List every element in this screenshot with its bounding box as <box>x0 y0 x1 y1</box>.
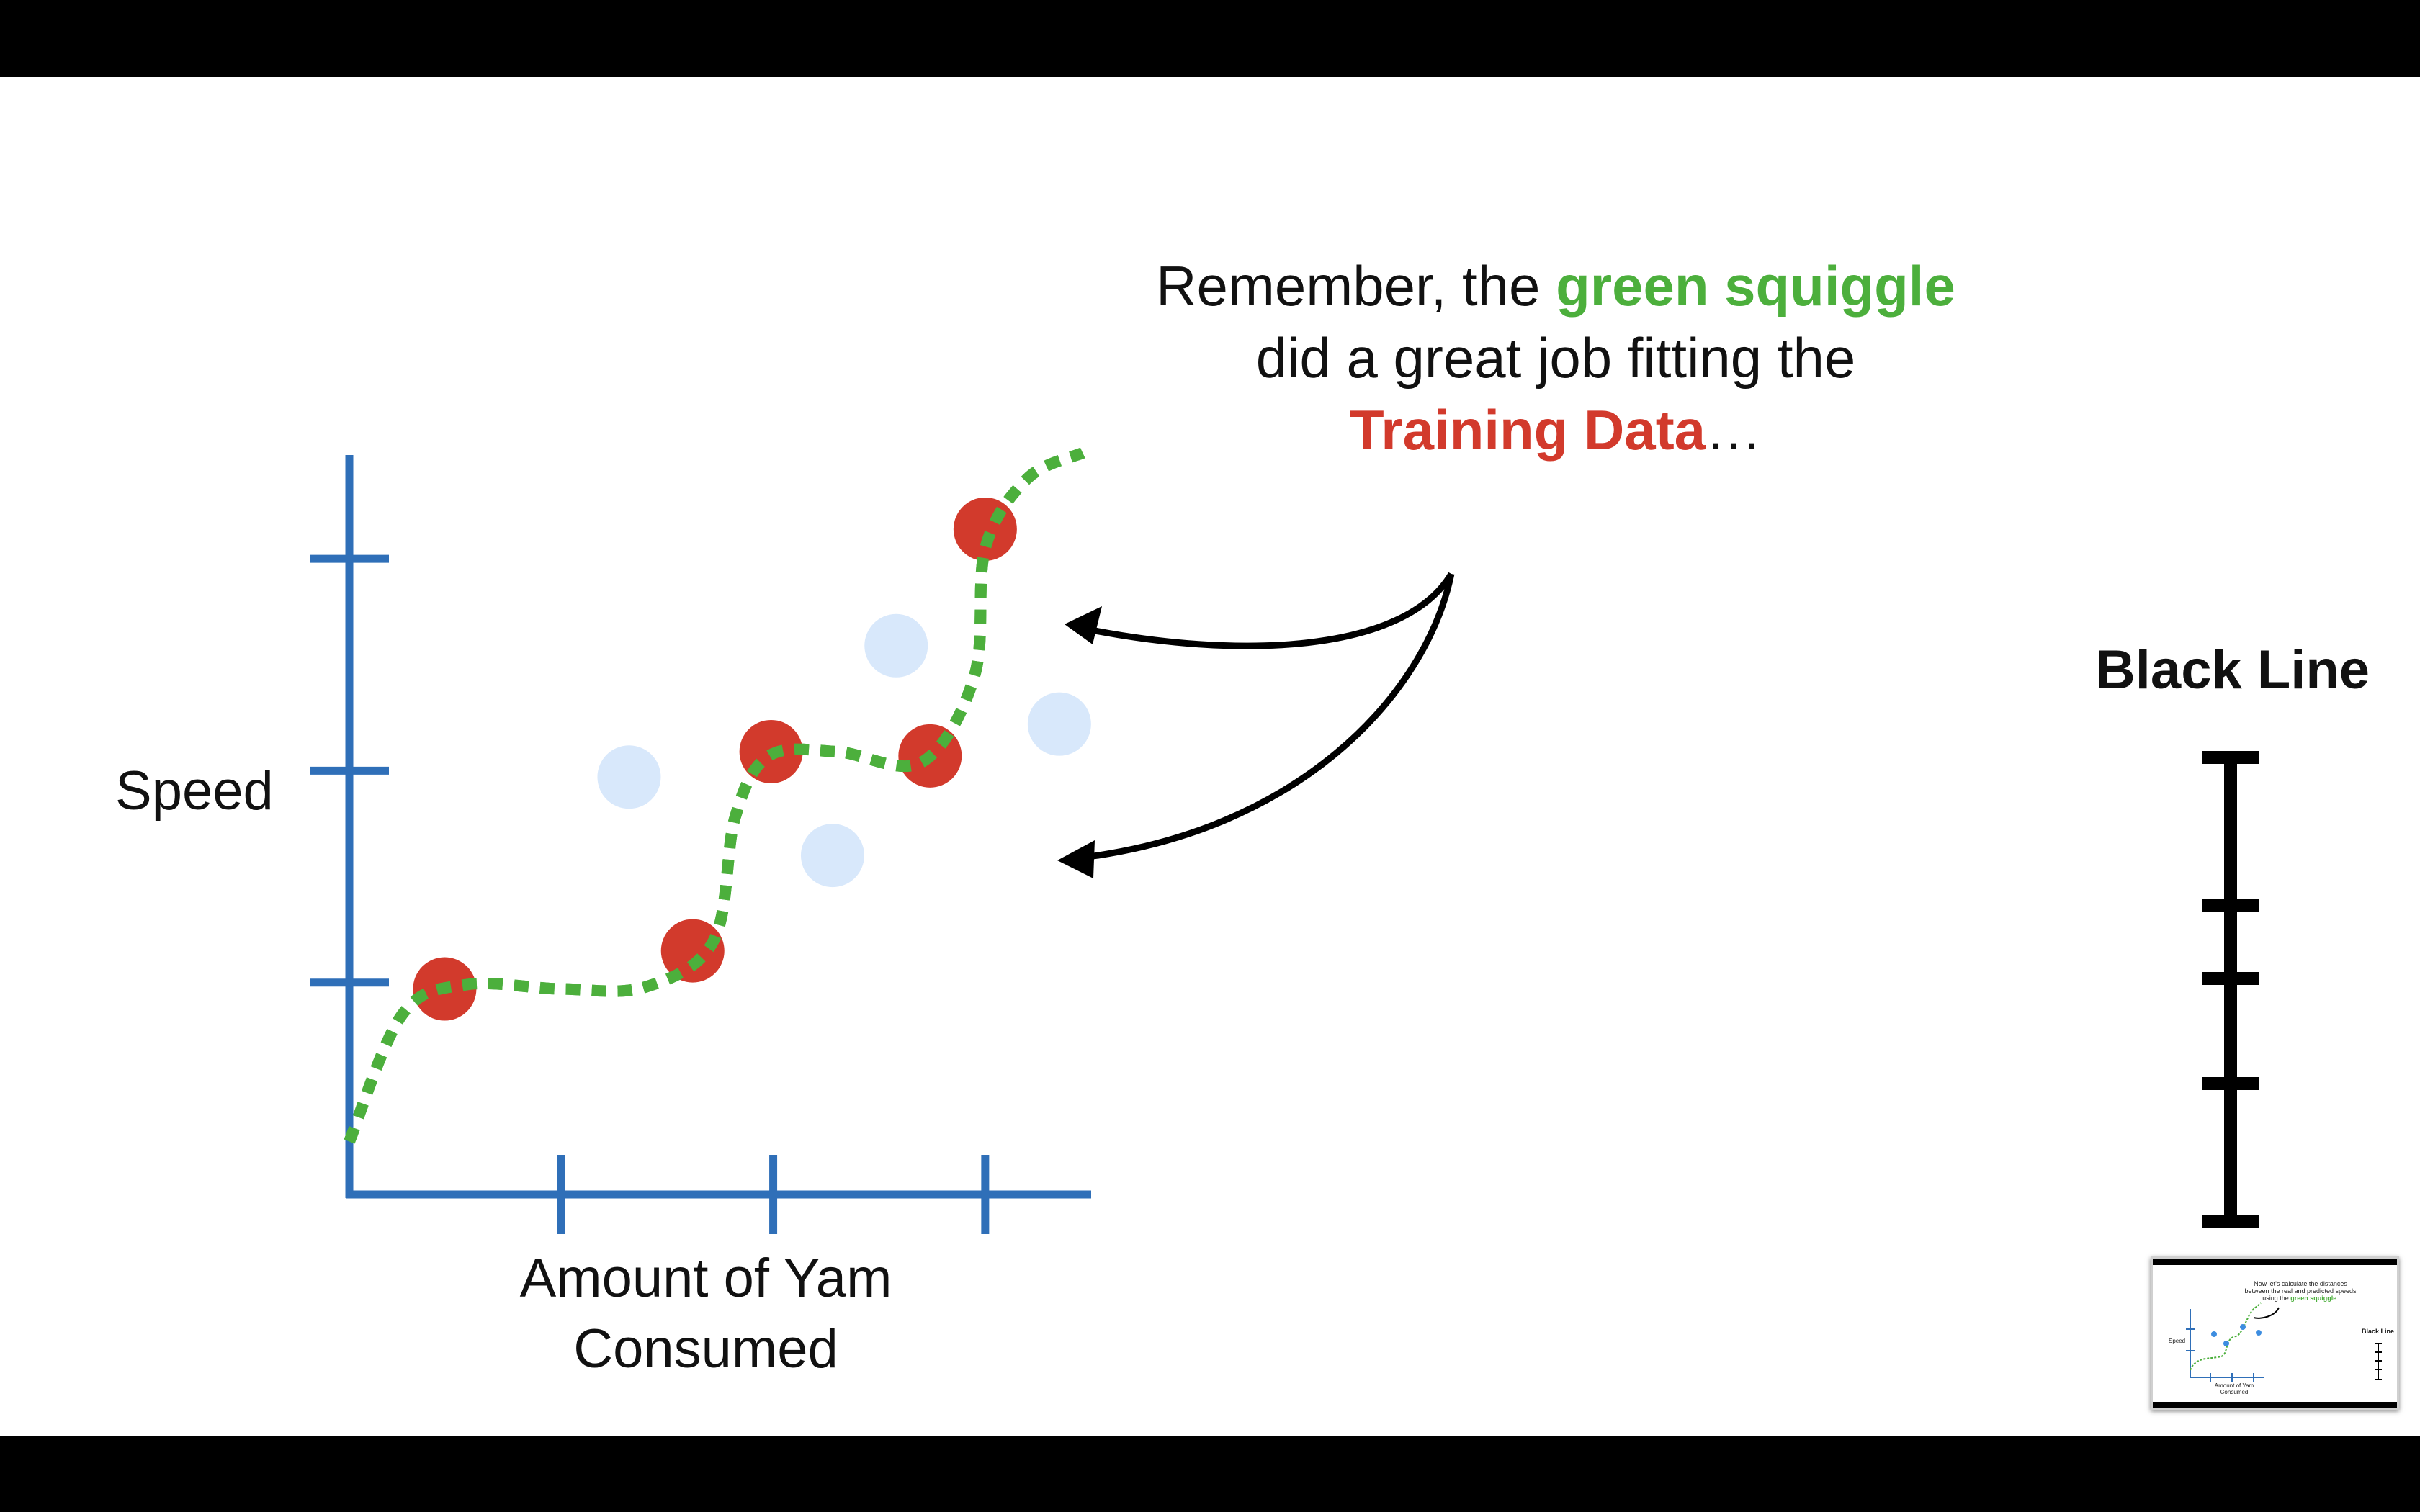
black-line-scale <box>2202 751 2259 1228</box>
chart-axes <box>310 455 1091 1234</box>
green-squiggle-highlight: green squiggle <box>1556 254 1955 318</box>
training-data-highlight: Training Data <box>1349 398 1706 462</box>
arrow-to-top-point <box>1080 572 1454 649</box>
arrow-head-lower <box>1057 840 1095 878</box>
black-line-title: Black Line <box>2095 639 2370 701</box>
thumbnail-caption-prefix: using the <box>2262 1295 2291 1302</box>
slide: Remember, the green squiggle did a great… <box>0 77 2420 1436</box>
thumbnail-caption-line-1: Now let's calculate the distances <box>2254 1280 2347 1287</box>
callout-prefix: Remember, the <box>1156 254 1556 318</box>
thumbnail-caption-highlight: green squiggle <box>2290 1295 2337 1302</box>
thumbnail-caption-line-2: between the real and predicted speeds <box>2244 1287 2357 1295</box>
thumbnail-chart <box>2186 1302 2382 1382</box>
callout-ellipsis: … <box>1706 398 1762 462</box>
testing-point <box>864 613 928 678</box>
thumbnail-x-label-line-1: Amount of Yam <box>2214 1382 2254 1389</box>
yam-speed-chart <box>310 447 2259 1234</box>
testing-points <box>597 613 1091 888</box>
training-point <box>953 497 1017 561</box>
x-axis-label-line-1: Amount of Yam <box>519 1248 892 1309</box>
testing-point <box>800 824 864 888</box>
callout-arrows <box>1057 572 1455 878</box>
arrow-to-lower-point <box>1076 573 1455 862</box>
thumbnail-caption-suffix: . <box>2336 1295 2339 1302</box>
callout-line-3: Training Data… <box>1066 394 2045 466</box>
green-squiggle-overlay <box>344 447 1085 1144</box>
thumbnail-bottom-bar <box>2153 1402 2397 1408</box>
thumbnail-x-label: Amount of Yam Consumed <box>2209 1382 2259 1395</box>
callout-line-2: did a great job fitting the <box>1255 326 1856 390</box>
thumbnail-x-label-line-2: Consumed <box>2220 1389 2249 1395</box>
thumbnail-top-bar <box>2153 1259 2397 1265</box>
next-slide-thumbnail[interactable]: Now let's calculate the distances betwee… <box>2151 1256 2399 1410</box>
thumbnail-black-line-title: Black Line <box>2362 1328 2395 1335</box>
thumbnail-caption: Now let's calculate the distances betwee… <box>2239 1280 2362 1302</box>
callout-line-1: Remember, the green squiggle <box>1066 250 2045 322</box>
training-point <box>660 919 725 983</box>
arrow-head-top <box>1065 606 1102 644</box>
thumbnail-caption-line-3: using the green squiggle. <box>2239 1295 2362 1302</box>
testing-point <box>597 745 661 809</box>
callout-text: Remember, the green squiggle did a great… <box>1066 250 2045 466</box>
y-axis-label: Speed <box>115 760 274 822</box>
x-axis-label-line-2: Consumed <box>573 1318 838 1380</box>
x-axis-label: Amount of Yam Consumed <box>468 1243 944 1385</box>
testing-point <box>1027 692 1091 756</box>
thumbnail-y-label: Speed <box>2169 1338 2186 1344</box>
